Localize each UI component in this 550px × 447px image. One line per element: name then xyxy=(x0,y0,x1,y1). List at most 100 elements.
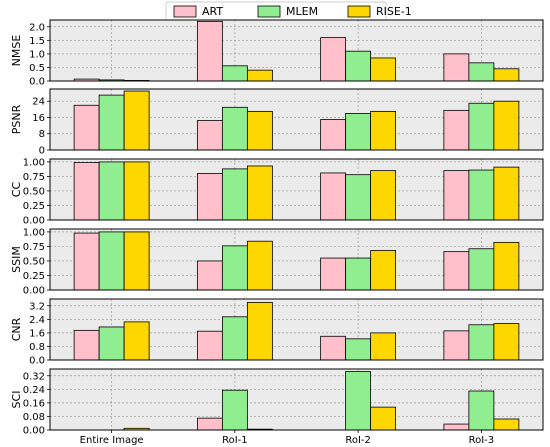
x-tick-label: Entire Image xyxy=(80,435,144,446)
y-tick-label: 0.0 xyxy=(29,77,45,88)
bar-art-roi-1 xyxy=(196,260,223,291)
bar-rise-1-roi-1 xyxy=(246,240,273,291)
y-tick-label: 0.50 xyxy=(23,256,45,267)
bar-art-roi-1 xyxy=(196,20,223,82)
bar-art-roi-3 xyxy=(443,330,470,361)
plot-area xyxy=(50,369,543,430)
bar-mlem-roi-1 xyxy=(221,65,248,82)
legend-label-rise1: RISE-1 xyxy=(376,5,412,18)
bar-mlem-roi-2 xyxy=(345,174,372,221)
bar-mlem-roi-1 xyxy=(221,106,248,151)
y-tick-label: 0.5 xyxy=(29,63,45,74)
y-axis-label: SCI xyxy=(10,391,23,409)
y-tick-label: 0.08 xyxy=(23,412,45,423)
bar-art-entire-image xyxy=(73,232,100,291)
bar-rise-1-roi-3 xyxy=(493,68,520,82)
y-tick-label: 0.0 xyxy=(29,356,45,367)
legend-label-art: ART xyxy=(202,5,223,18)
y-tick-label: 1.0 xyxy=(29,49,45,60)
legend-swatch-art xyxy=(173,5,197,18)
bar-art-entire-image xyxy=(73,329,100,361)
legend-label-mlem: MLEM xyxy=(286,5,318,18)
y-axis-label: CC xyxy=(10,182,23,198)
y-tick-label: 0.75 xyxy=(23,172,45,183)
bar-mlem-roi-3 xyxy=(468,248,495,291)
y-tick-label: 1.5 xyxy=(29,36,45,47)
bar-art-roi-2 xyxy=(320,37,347,82)
y-tick-label: 2.0 xyxy=(29,22,45,33)
y-tick-label: 8 xyxy=(39,129,45,140)
bar-rise-1-roi-1 xyxy=(246,110,273,151)
y-tick-label: 0.8 xyxy=(29,342,45,353)
bar-art-roi-2 xyxy=(320,335,347,361)
bar-rise-1-roi-1 xyxy=(246,69,273,82)
y-tick-label: 0.00 xyxy=(23,426,45,437)
y-tick-label: 0.25 xyxy=(23,201,45,212)
plot-frame xyxy=(49,158,544,221)
y-tick-label: 0.32 xyxy=(23,371,45,382)
y-tick-label: 0.16 xyxy=(23,398,45,409)
plot-frame xyxy=(49,368,544,431)
plot-frame xyxy=(49,19,544,82)
y-axis-label: SSIM xyxy=(10,246,23,273)
y-tick-label: 0.00 xyxy=(23,286,45,297)
panel-cc: 0.00 0.25 0.50 0.75 1.00 CC xyxy=(10,157,544,227)
y-tick-label: 1.6 xyxy=(29,328,45,339)
x-tick-label: RoI-1 xyxy=(222,435,248,446)
bar-mlem-roi-2 xyxy=(345,50,372,82)
bar-rise-1-roi-2 xyxy=(370,110,397,151)
bar-rise-1-roi-3 xyxy=(493,323,520,361)
x-tick-label: RoI-2 xyxy=(345,435,371,446)
bar-art-roi-3 xyxy=(443,251,470,291)
bar-rise-1-roi-2 xyxy=(370,170,397,221)
bar-mlem-entire-image xyxy=(98,326,125,361)
legend-swatch-rise1 xyxy=(347,5,371,18)
y-tick-label: 24 xyxy=(32,97,45,108)
bar-rise-1-roi-3 xyxy=(493,100,520,151)
bar-rise-1-roi-3 xyxy=(493,418,520,431)
panel-nmse: 0.0 0.5 1.0 1.5 2.0 NMSE xyxy=(10,19,544,88)
bar-mlem-roi-2 xyxy=(345,257,372,291)
bar-rise-1-roi-1 xyxy=(246,165,273,221)
legend-swatch-mlem xyxy=(257,5,281,18)
bar-mlem-roi-2 xyxy=(345,338,372,361)
bar-art-roi-2 xyxy=(320,119,347,151)
y-tick-label: 0 xyxy=(39,146,45,157)
bar-art-roi-1 xyxy=(196,417,223,431)
bar-rise-1-roi-3 xyxy=(493,166,520,221)
bar-art-roi-1 xyxy=(196,120,223,151)
bar-rise-1-roi-2 xyxy=(370,57,397,82)
bar-mlem-roi-2 xyxy=(345,113,372,151)
bar-art-roi-3 xyxy=(443,170,470,221)
y-tick-label: 0.00 xyxy=(23,216,45,227)
bar-rise-1-roi-2 xyxy=(370,332,397,361)
y-tick-label: 0.25 xyxy=(23,271,45,282)
bar-mlem-entire-image xyxy=(98,161,125,221)
bar-rise-1-entire-image xyxy=(123,90,150,151)
panel-psnr: 0 8 16 24 PSNR xyxy=(10,88,544,157)
y-tick-label: 2.4 xyxy=(29,315,45,326)
bar-art-roi-3 xyxy=(443,423,470,431)
bar-art-roi-2 xyxy=(320,257,347,291)
bar-art-entire-image xyxy=(73,104,100,151)
bar-mlem-entire-image xyxy=(98,94,125,151)
y-tick-label: 1.00 xyxy=(23,227,45,238)
y-tick-label: 0.50 xyxy=(23,186,45,197)
bar-art-entire-image xyxy=(73,162,100,221)
plot-frame xyxy=(49,88,544,151)
bar-mlem-roi-3 xyxy=(468,62,495,82)
bar-art-roi-3 xyxy=(443,53,470,82)
bar-art-roi-3 xyxy=(443,109,470,151)
y-axis-label: NMSE xyxy=(10,35,23,67)
bar-mlem-roi-1 xyxy=(221,245,248,291)
bar-mlem-roi-3 xyxy=(468,169,495,221)
y-tick-label: 0.24 xyxy=(23,385,45,396)
plot-frame xyxy=(49,228,544,291)
bar-mlem-roi-1 xyxy=(221,389,248,431)
bar-rise-1-roi-2 xyxy=(370,250,397,291)
bar-mlem-roi-3 xyxy=(468,324,495,361)
bar-rise-1-entire-image xyxy=(123,321,150,361)
bar-mlem-roi-1 xyxy=(221,316,248,361)
